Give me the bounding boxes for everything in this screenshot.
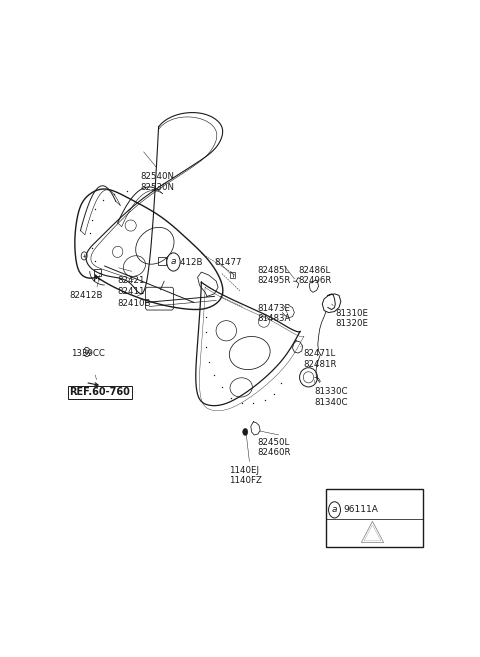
- Text: 81477: 81477: [215, 258, 242, 267]
- Text: 1140EJ
1140FZ: 1140EJ 1140FZ: [229, 466, 262, 486]
- Text: 96111A: 96111A: [344, 505, 378, 514]
- Circle shape: [329, 502, 340, 518]
- Text: 81310E
81320E: 81310E 81320E: [335, 309, 368, 328]
- Text: 82540N
82530N: 82540N 82530N: [140, 172, 174, 192]
- Text: a: a: [171, 258, 176, 267]
- Circle shape: [243, 428, 248, 436]
- Text: 82485L
82495R: 82485L 82495R: [257, 266, 290, 285]
- Text: 81473E
81483A: 81473E 81483A: [257, 304, 290, 323]
- Text: 82412B: 82412B: [69, 291, 103, 300]
- Text: 82486L
82496R: 82486L 82496R: [298, 266, 332, 285]
- Text: 1339CC: 1339CC: [71, 350, 105, 359]
- Text: 82412B: 82412B: [170, 258, 203, 267]
- Text: a: a: [332, 505, 337, 514]
- Text: 82471L
82481R: 82471L 82481R: [304, 350, 337, 369]
- FancyBboxPatch shape: [326, 489, 423, 547]
- Circle shape: [167, 253, 180, 271]
- Text: 82450L
82460R: 82450L 82460R: [257, 438, 291, 457]
- Text: 82410B: 82410B: [118, 299, 151, 308]
- Text: 82421
82411: 82421 82411: [118, 276, 145, 296]
- Text: REF.60-760: REF.60-760: [69, 388, 130, 397]
- Text: 81330C
81340C: 81330C 81340C: [315, 388, 348, 407]
